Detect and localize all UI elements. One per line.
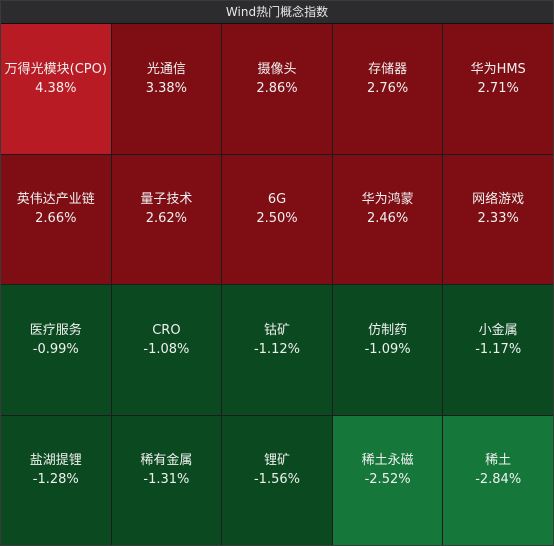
tile-value: -2.84% [475, 472, 522, 488]
tile-name: 英伟达产业链 [16, 192, 95, 208]
panel-title: Wind热门概念指数 [1, 1, 553, 24]
tile-name: 量子技术 [140, 192, 193, 208]
tile-value: -1.12% [253, 341, 300, 357]
tile-name: 万得光模块(CPO) [4, 61, 107, 77]
tile: 6G 2.50% [222, 154, 332, 284]
tile-name: 稀土永磁 [361, 453, 414, 469]
tile-name: 盐湖提锂 [29, 453, 82, 469]
tile-value: -2.52% [364, 472, 411, 488]
tile: 稀土 -2.84% [443, 415, 553, 545]
tile-value: 2.71% [477, 80, 519, 96]
tile-value: 2.33% [477, 211, 519, 227]
tile: 摄像头 2.86% [222, 24, 332, 154]
tile-grid: 万得光模块(CPO) 4.38% 光通信 3.38% 摄像头 2.86% 存储器 2.76% 华… [1, 24, 553, 545]
tile-value: 4.38% [35, 80, 77, 96]
tile: 稀土永磁 -2.52% [332, 415, 443, 545]
tile-name: 仿制药 [368, 322, 408, 338]
tile-name: 存储器 [368, 61, 408, 77]
tile: 华为鸿蒙 2.46% [332, 154, 443, 284]
tile: 小金属 -1.17% [443, 285, 553, 415]
tile-name: 华为HMS [470, 61, 526, 77]
tile: 光通信 3.38% [111, 24, 222, 154]
tile-value: 2.46% [366, 211, 409, 227]
tile: 钴矿 -1.12% [222, 285, 332, 415]
tile-value: 2.86% [256, 80, 298, 96]
tile: 稀有金属 -1.31% [111, 415, 222, 545]
tile-value: -1.08% [143, 341, 190, 357]
tile-value: 2.66% [35, 211, 77, 227]
tile: CRO -1.08% [111, 285, 222, 415]
tile-name: 光通信 [146, 61, 186, 77]
tile-value: -1.56% [253, 472, 300, 488]
tile: 量子技术 2.62% [111, 154, 222, 284]
tile-value: 2.76% [366, 80, 409, 96]
tile: 华为HMS 2.71% [443, 24, 553, 154]
tile-name: CRO [152, 322, 181, 338]
tile: 存储器 2.76% [332, 24, 443, 154]
tile: 锂矿 -1.56% [222, 415, 332, 545]
tile-name: 稀土 [485, 453, 512, 469]
tile: 仿制药 -1.09% [332, 285, 443, 415]
tile-name: 小金属 [478, 322, 518, 338]
tile: 盐湖提锂 -1.28% [1, 415, 111, 545]
tile-name: 摄像头 [257, 61, 297, 77]
tile-value: 2.50% [256, 211, 298, 227]
tile-name: 稀有金属 [140, 453, 193, 469]
tile-name: 华为鸿蒙 [361, 192, 414, 208]
tile-name: 医疗服务 [29, 322, 82, 338]
tile: 英伟达产业链 2.66% [1, 154, 111, 284]
tile-value: -1.17% [475, 341, 522, 357]
tile-name: 锂矿 [263, 453, 290, 469]
tile: 万得光模块(CPO) 4.38% [1, 24, 111, 154]
tile-value: 3.38% [145, 80, 188, 96]
tile: 网络游戏 2.33% [443, 154, 553, 284]
tile-value: -1.09% [364, 341, 411, 357]
tile: 医疗服务 -0.99% [1, 285, 111, 415]
tile-value: -0.99% [32, 341, 79, 357]
tile-name: 6G [267, 192, 287, 208]
tile-value: -1.28% [32, 472, 79, 488]
tile-value: -1.31% [143, 472, 190, 488]
tile-name: 网络游戏 [472, 192, 525, 208]
tile-name: 钴矿 [263, 322, 290, 338]
tile-value: 2.62% [145, 211, 188, 227]
